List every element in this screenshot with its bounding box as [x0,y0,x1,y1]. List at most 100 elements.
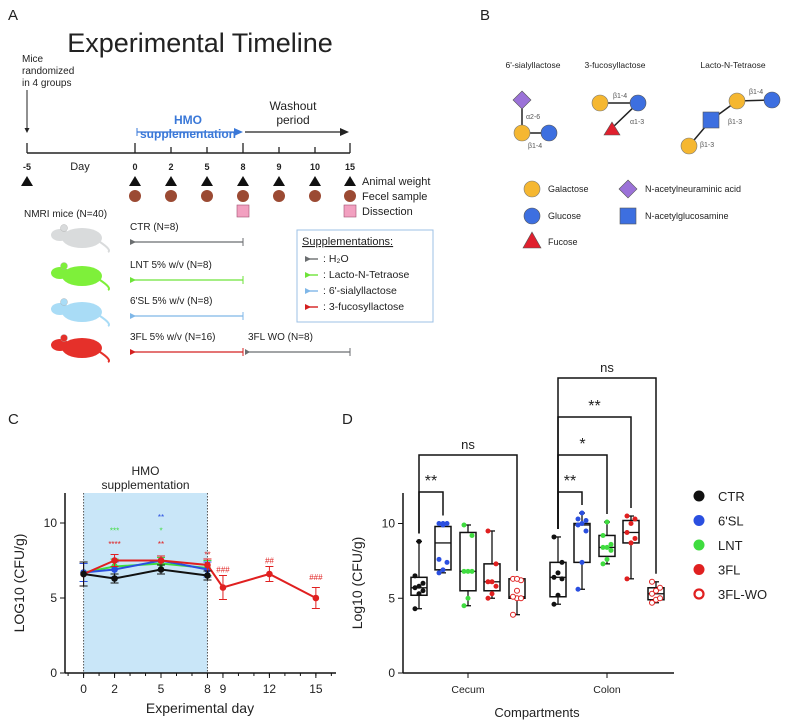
data-point [649,599,655,606]
data-point [111,557,118,564]
hmo-name-lnt: Lacto-N-Tetraose [700,60,765,70]
y-axis-label: Log10 (CFU/g) [349,537,365,630]
cohort-label: NMRI mice (N=40) [24,209,107,220]
significance-annotation: ### [309,573,323,582]
animal-weight-triangle-icon [273,176,285,186]
significance-annotation: ### [216,566,230,575]
data-point [657,584,663,591]
mouse-ear [60,224,68,232]
box-cecum-6'SL [434,521,452,576]
group-label: 6'SL 5% w/v (N=8) [130,296,212,307]
panel-label-d: D [342,411,353,428]
fecal-sample-dot-icon [309,190,321,202]
y-tick-label: 10 [382,517,396,531]
legend-marker-icon [693,588,705,600]
galactose-circle-icon [728,92,746,110]
linkage-label: β1-4 [749,89,763,96]
glucose-legend-icon [523,207,541,225]
legend-glcnac: N-acetylglucosamine [645,211,729,221]
day-tick-label: -5 [23,162,31,172]
data-point [510,593,516,600]
data-point [555,592,561,598]
mouse-tail [99,241,110,253]
data-point [461,568,467,574]
mouse-body [62,266,102,286]
supp-item-1: : Lacto-N-Tetraose [323,269,410,281]
data-point [579,559,585,565]
y-tick-label: 5 [388,591,395,605]
box-colon-CTR [549,534,567,607]
box [459,531,477,592]
box-colon-LNT [598,519,616,567]
data-point [416,538,422,544]
mouse-ear [60,334,68,342]
animal-weight-triangle-icon [21,176,33,186]
data-point [575,586,581,592]
significance-annotation: * [159,527,162,536]
glucose-circle-icon [629,94,647,112]
mouse-icon [51,262,110,291]
group-label: 3FL 5% w/v (N=16) [130,332,216,343]
fecal-sample-dot-icon [165,190,177,202]
galactose-circle-icon [513,124,531,142]
supp-item-2: : 6'-sialyllactose [323,285,397,297]
day-tick-label: 15 [345,162,355,172]
mouse-ear [60,262,68,270]
data-point [604,556,610,562]
data-point [510,611,516,618]
legend-animal-weight: Animal weight [362,176,430,188]
mouse-tail [99,351,110,363]
x-tick-label: 8 [204,682,211,696]
data-point [559,559,565,565]
galactose-circle-icon [591,94,609,112]
data-point [80,570,87,578]
fucose-triangle-icon [603,121,621,136]
box-colon-3FL-WO [647,578,665,606]
neuac-legend-icon [618,179,638,199]
washout-label-1: Washout [270,99,318,113]
linkage-label: β1-4 [613,93,627,100]
panel-b-hmo-structures: 6'-sialyllactose 3-fucosyllactose Lacto-… [505,60,781,249]
arrow-head-icon [340,128,349,136]
mouse-body [62,228,102,248]
panel-label-a: A [8,7,18,24]
mouse-icon [51,334,110,363]
mouse-body [62,302,102,322]
glcnac-square-icon [702,111,720,129]
significance-annotation: ** [158,540,164,549]
group-label: CTR (N=8) [130,222,179,233]
data-point [412,585,418,591]
data-point [575,516,581,522]
dissection-square-icon [343,204,357,218]
animal-weight-triangle-icon [309,176,321,186]
randomized-label-3: in 4 groups [22,78,71,89]
box-colon-6'SL [573,510,591,592]
data-point [266,570,273,578]
legend-fucose: Fucose [548,237,578,247]
panel-a-timeline: Experimental Timeline Mice randomized in… [21,28,434,363]
box-cecum-LNT [459,522,477,609]
mouse-body [62,338,102,358]
hmo-shaded-region [83,493,208,673]
box-cecum-CTR [410,538,428,612]
supp-item-0: : H₂O [323,253,349,265]
randomized-label-2: randomized [22,66,74,77]
series-line-6'SL [83,559,208,574]
box-cecum-3FL-WO [508,575,526,618]
arrow-head-icon [245,349,250,355]
data-point [444,559,450,565]
x-tick-label: 2 [111,682,118,696]
box-colon-3FL [622,513,640,582]
data-point [204,561,211,569]
data-point [604,519,610,525]
legend-neuac: N-acetylneuraminic acid [645,184,741,194]
data-point [624,529,630,535]
mouse-head [51,339,69,351]
significance-annotation: ## [265,557,274,566]
data-point [485,595,491,601]
mouse-head [51,303,69,315]
data-point [604,544,610,550]
legend-marker-icon [693,515,705,526]
